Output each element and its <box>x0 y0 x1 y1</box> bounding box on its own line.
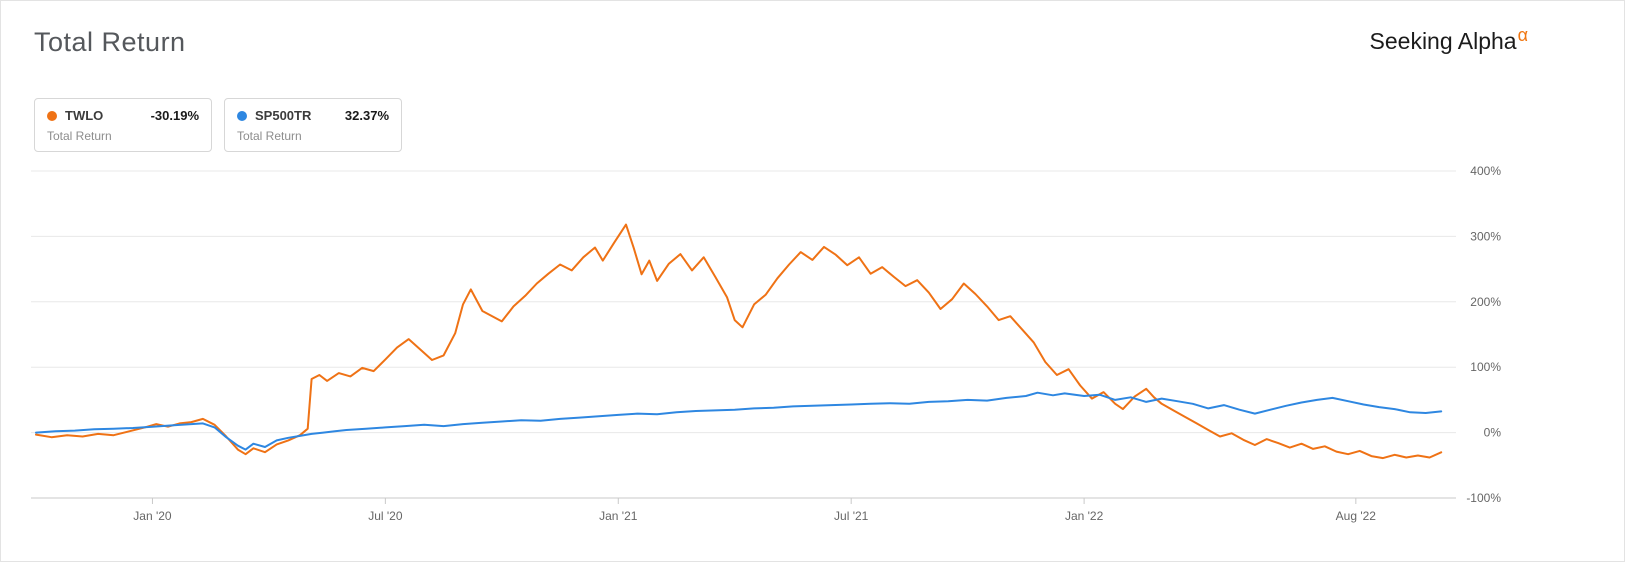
ticker-label: SP500TR <box>255 108 312 123</box>
legend-card-twlo[interactable]: TWLO -30.19% Total Return <box>34 98 212 152</box>
svg-text:Jan '20: Jan '20 <box>133 509 172 523</box>
legend-card-sp500tr[interactable]: SP500TR 32.37% Total Return <box>224 98 402 152</box>
svg-text:200%: 200% <box>1470 295 1501 309</box>
return-value: -30.19% <box>150 108 199 123</box>
return-value: 32.37% <box>344 108 389 123</box>
svg-text:0%: 0% <box>1484 426 1502 440</box>
ticker-label: TWLO <box>65 108 104 123</box>
series-dot-sp500tr <box>237 110 247 121</box>
seeking-alpha-logo: Seeking Alphaα <box>1369 25 1528 55</box>
svg-text:-100%: -100% <box>1466 491 1501 505</box>
total-return-chart[interactable]: 400% 300% 200% 100% 0% -100% Jan '20 Jul '20 Jan… <box>1 153 1625 553</box>
svg-text:400%: 400% <box>1470 164 1501 178</box>
brand-name: Seeking Alpha <box>1369 28 1517 54</box>
svg-text:100%: 100% <box>1470 360 1501 374</box>
alpha-icon: α <box>1517 25 1528 45</box>
legend-sublabel: Total Return <box>237 129 302 143</box>
svg-text:Jul '20: Jul '20 <box>368 509 403 523</box>
svg-text:Jan '22: Jan '22 <box>1065 509 1104 523</box>
series-dot-twlo <box>47 110 57 121</box>
svg-text:Aug '22: Aug '22 <box>1336 509 1377 523</box>
svg-text:Jul '21: Jul '21 <box>834 509 869 523</box>
svg-text:300%: 300% <box>1470 229 1501 243</box>
legend-sublabel: Total Return <box>47 129 112 143</box>
chart-legend: TWLO -30.19% Total Return SP500TR 32.37%… <box>34 98 402 152</box>
svg-text:Jan '21: Jan '21 <box>599 509 638 523</box>
page-title: Total Return <box>34 27 186 57</box>
